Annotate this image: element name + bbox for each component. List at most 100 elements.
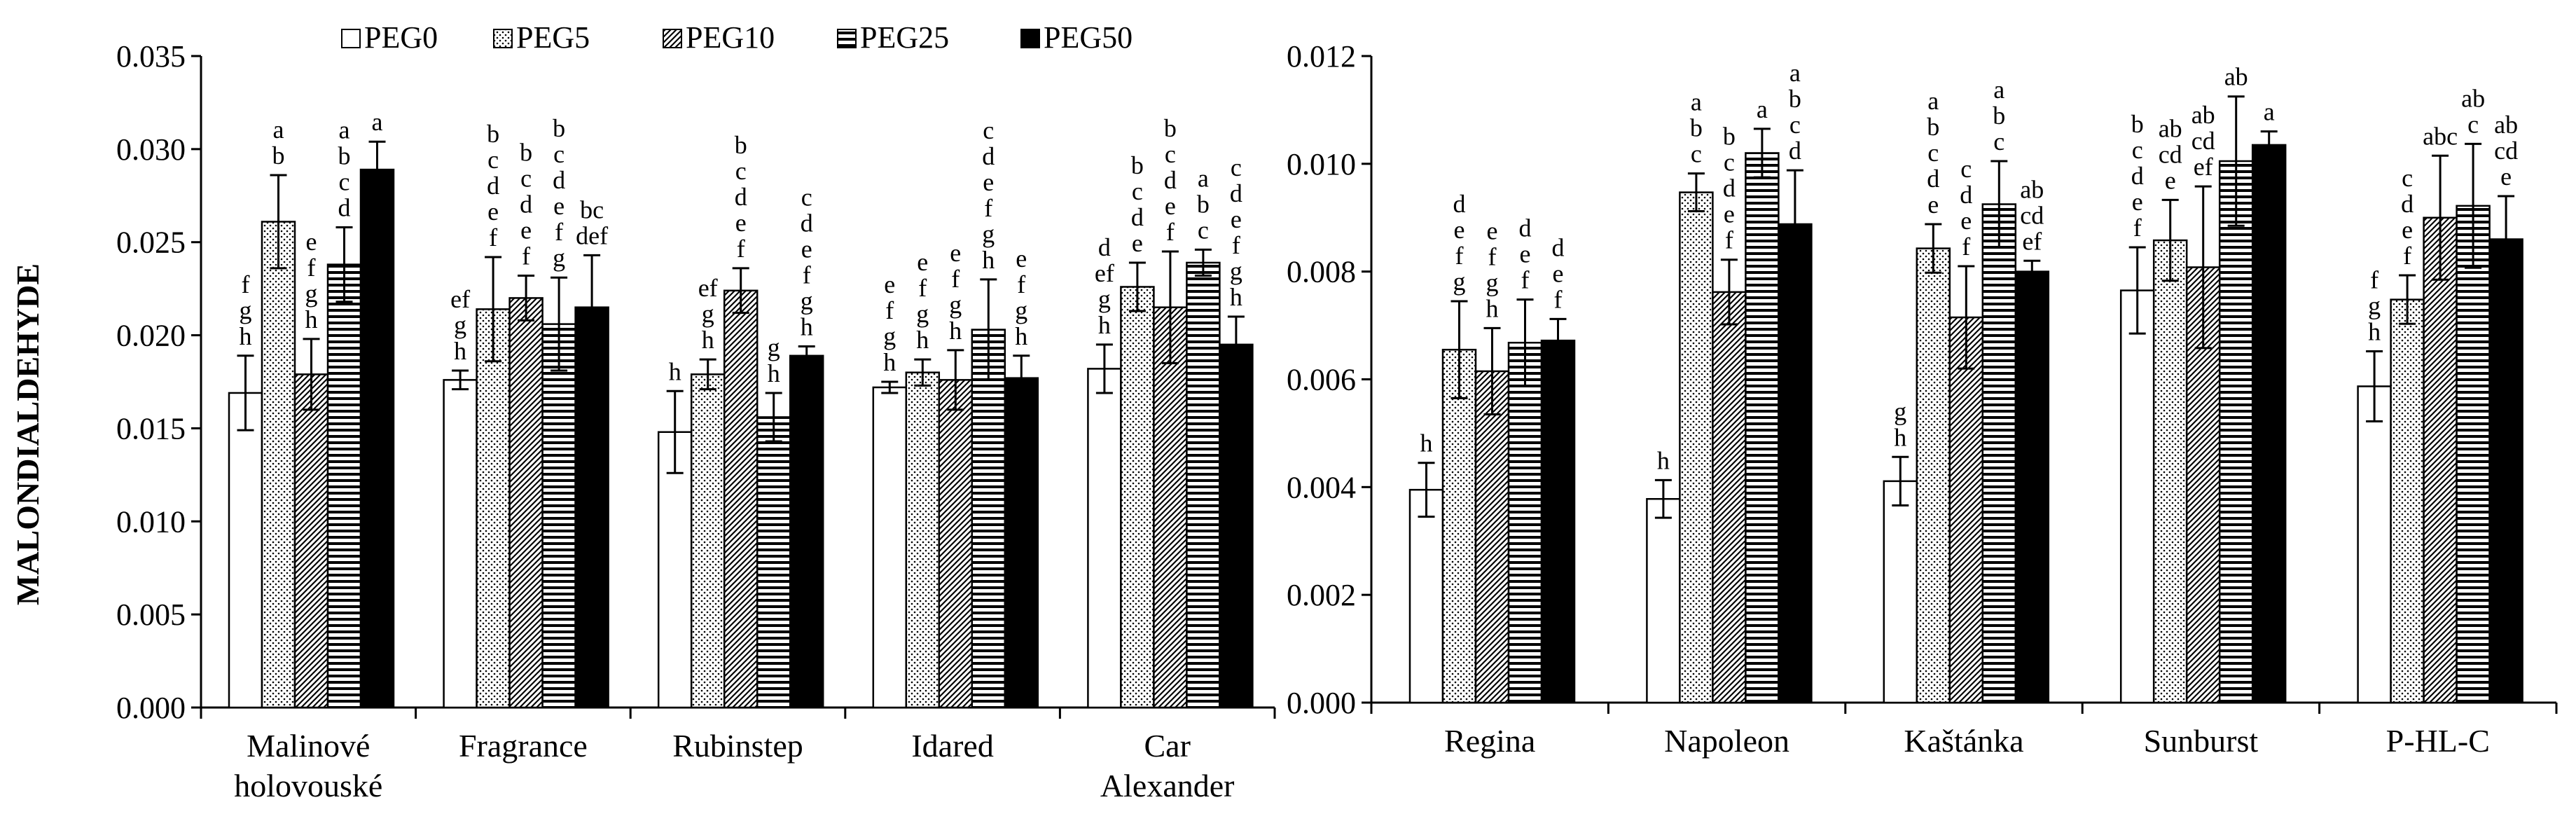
significance-letter: c (1165, 140, 1176, 168)
significance-letter: cd (2159, 140, 2182, 168)
y-axis-label: MALONDIALDEHYDE (10, 263, 46, 605)
significance-letter: f (1554, 285, 1563, 313)
significance-letter: f (307, 254, 316, 282)
significance-letter: g (305, 280, 318, 308)
significance-letter: e (1927, 191, 1939, 219)
significance-letter: a (2264, 98, 2275, 126)
significance-letter: e (1487, 216, 1498, 244)
significance-letter: f (1455, 242, 1464, 270)
bar-peg5 (2152, 239, 2188, 704)
significance-letter: a (1927, 87, 1939, 115)
significance-letter: a (372, 108, 383, 136)
bar-peg5 (690, 373, 726, 709)
y-tick-label: 0.035 (116, 39, 186, 74)
category-label: holovouské (234, 768, 382, 803)
significance-letter: e (1520, 240, 1531, 268)
significance-letter: g (1486, 268, 1499, 296)
significance-letter: g (1015, 296, 1027, 324)
category-label: Sunburst (2144, 723, 2259, 759)
bar-peg10 (1712, 291, 1747, 704)
significance-letter: d (982, 142, 995, 170)
significance-letter: e (2165, 166, 2176, 194)
bar-peg0 (443, 379, 478, 709)
bar-peg50 (2251, 144, 2287, 704)
significance-letter: c (553, 140, 565, 168)
bar-peg25 (541, 323, 576, 709)
significance-letter: g (768, 333, 780, 361)
significance-letter: f (1962, 233, 1970, 261)
significance-letter: f (242, 270, 250, 298)
legend-label-peg50: PEG50 (1044, 20, 1133, 55)
significance-letter: c (1993, 127, 2004, 156)
bar-peg10 (723, 289, 759, 709)
bar-peg5 (1441, 348, 1477, 704)
significance-letter: f (918, 274, 927, 302)
significance-letter: f (737, 235, 745, 263)
y-tick-label: 0.010 (116, 504, 186, 539)
significance-letter: b (1723, 123, 1736, 151)
significance-letter: f (1166, 218, 1175, 246)
significance-letter: c (1691, 140, 1702, 168)
significance-letter: d (553, 166, 565, 194)
bar-peg10 (2423, 216, 2458, 704)
bar-peg0 (657, 431, 693, 709)
significance-letter: ef (2194, 153, 2213, 181)
significance-letter: a (1993, 76, 2004, 104)
significance-letter: g (801, 287, 813, 315)
bar-peg25 (2218, 160, 2254, 704)
significance-letter: a (273, 116, 284, 144)
significance-letter: ab (2224, 63, 2248, 91)
significance-letter: d (1519, 214, 1532, 242)
bar-peg5 (1916, 247, 1951, 704)
significance-letter: c (339, 167, 350, 195)
significance-letter: e (917, 248, 928, 276)
significance-letter: e (2132, 188, 2143, 216)
significance-letter: e (487, 198, 499, 226)
significance-letter: e (884, 270, 895, 298)
bar-peg50 (574, 306, 609, 709)
bar-peg0 (872, 386, 908, 709)
significance-letter: g (1098, 285, 1111, 313)
bar-peg50 (1219, 343, 1254, 709)
significance-letter: b (2131, 110, 2144, 138)
significance-letter: h (1230, 283, 1242, 311)
bar-peg50 (2488, 238, 2523, 704)
significance-letter: f (984, 194, 992, 222)
y-tick-label: 0.020 (116, 319, 186, 353)
significance-letter: f (803, 261, 811, 289)
significance-letter: g (1453, 268, 1466, 296)
significance-letter: a (1198, 164, 1209, 192)
significance-letter: c (1198, 216, 1209, 244)
significance-letter: c (487, 146, 499, 174)
bar-peg0 (2357, 385, 2392, 704)
y-tick-label: 0.000 (116, 691, 186, 725)
significance-letter: e (950, 239, 961, 267)
significance-letter: ef (1095, 259, 1114, 287)
significance-letter: d (1789, 137, 1801, 165)
significance-letter: d (338, 193, 351, 221)
significance-letter: b (1789, 85, 1801, 113)
bar-peg25 (326, 263, 362, 709)
bar-peg5 (476, 308, 511, 709)
significance-letter: d (801, 209, 813, 237)
significance-letter: e (1724, 200, 1735, 228)
significance-letter: e (1132, 229, 1143, 257)
y-tick-label: 0.012 (1287, 39, 1356, 74)
bar-peg25 (756, 416, 791, 709)
bar-peg50 (359, 168, 395, 709)
significance-letter: g (1230, 257, 1242, 285)
y-tick-label: 0.025 (116, 226, 186, 260)
significance-letter: e (801, 235, 812, 263)
significance-letter: f (2370, 266, 2378, 294)
category-label: Malinové (247, 728, 370, 764)
legend-swatch-peg50 (1020, 29, 1040, 48)
bar-peg50 (1540, 339, 1576, 704)
category-label: Regina (1444, 723, 1535, 759)
significance-letter: c (735, 157, 747, 185)
significance-letter: cd (2020, 201, 2044, 229)
significance-letter: f (1232, 231, 1240, 259)
category-label: Car (1144, 728, 1190, 764)
significance-letter: a (1691, 88, 1702, 116)
significance-letter: e (553, 192, 565, 220)
